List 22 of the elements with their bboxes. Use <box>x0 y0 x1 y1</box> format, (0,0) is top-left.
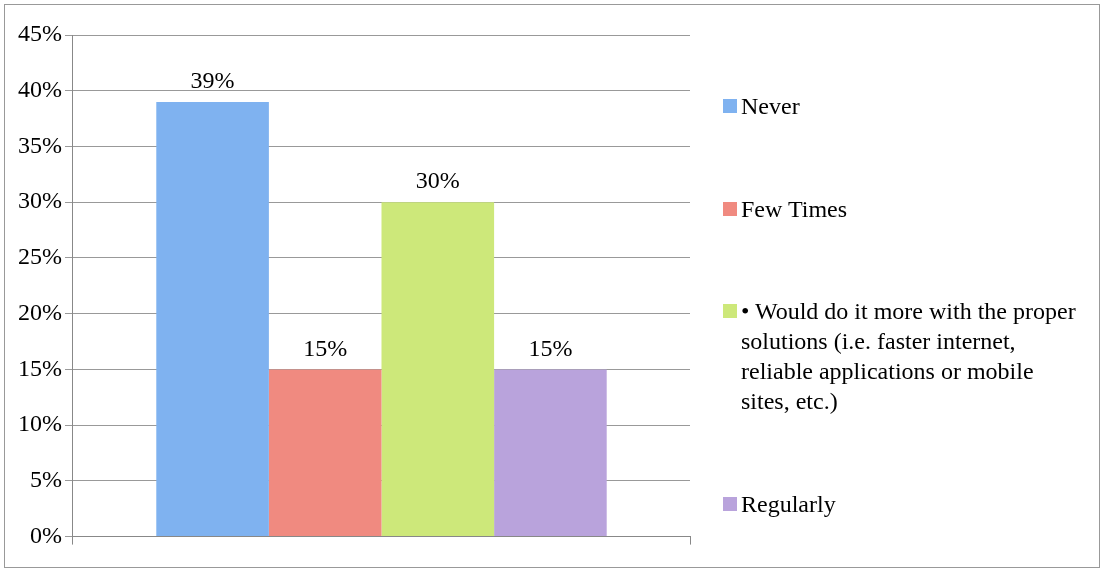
legend-label: Never <box>741 92 800 122</box>
y-tick-label: 45% <box>17 20 62 47</box>
data-label: 15% <box>303 334 348 361</box>
legend-label: Regularly <box>741 489 836 519</box>
y-tick-label: 10% <box>17 410 62 437</box>
legend-label: • Would do it more with the proper solutions (i.e. faster internet, reliable applications or mobile sites, etc.) <box>741 297 1077 417</box>
bar <box>156 101 269 537</box>
y-tick-label: 0% <box>29 521 62 548</box>
bar <box>494 369 607 537</box>
data-label: 30% <box>415 167 460 194</box>
y-tick-label: 20% <box>17 298 62 325</box>
bar <box>381 202 495 537</box>
bar <box>268 369 382 537</box>
y-tick-label: 35% <box>17 131 62 158</box>
y-tick-label: 5% <box>29 466 62 493</box>
y-tick-label: 25% <box>17 243 62 270</box>
data-label: 15% <box>528 334 573 361</box>
legend-label: Few Times <box>741 194 848 224</box>
data-label: 39% <box>190 67 235 94</box>
y-tick-label: 15% <box>17 354 62 381</box>
y-tick-label: 40% <box>17 76 62 103</box>
y-tick-label: 30% <box>17 187 62 214</box>
